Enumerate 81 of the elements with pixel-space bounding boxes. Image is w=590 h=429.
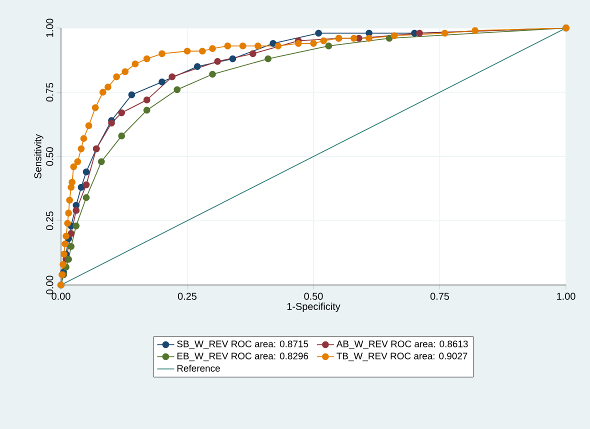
- point: [78, 145, 85, 152]
- point: [128, 91, 136, 98]
- point: [60, 261, 66, 268]
- point: [85, 122, 92, 130]
- y-tick-label: 0.25: [46, 211, 54, 230]
- point: [99, 88, 106, 96]
- point: [68, 230, 75, 238]
- point: [118, 109, 126, 116]
- point: [366, 34, 372, 42]
- point: [274, 42, 282, 50]
- point: [390, 32, 398, 40]
- point: [229, 55, 236, 62]
- point: [122, 68, 129, 76]
- x-tick-label: 0.50: [304, 292, 323, 300]
- point: [68, 243, 75, 250]
- legend-label: AB_W_REV ROC area: 0.8613: [336, 340, 468, 350]
- point: [82, 181, 90, 188]
- legend-label: Reference: [177, 364, 220, 372]
- point: [320, 37, 328, 44]
- point: [98, 158, 105, 166]
- point: [158, 78, 166, 86]
- point: [80, 135, 88, 142]
- point: [239, 42, 246, 50]
- point: [174, 86, 181, 94]
- point: [209, 70, 216, 78]
- point: [72, 222, 80, 230]
- point: [70, 163, 78, 170]
- point: [72, 207, 80, 214]
- point: [143, 55, 150, 62]
- x-tick-label: 1.00: [557, 292, 576, 300]
- point: [198, 48, 206, 55]
- point: [294, 40, 302, 47]
- point: [416, 30, 423, 37]
- y-tick-label: 1.00: [46, 18, 54, 37]
- point: [62, 240, 68, 248]
- point: [254, 42, 262, 50]
- point: [113, 73, 120, 80]
- legend-label: EB_W_REV ROC area: 0.8296: [177, 352, 308, 362]
- x-tick-label: 0.25: [178, 292, 197, 300]
- point: [143, 106, 150, 114]
- point: [386, 34, 393, 42]
- point: [224, 42, 232, 50]
- point: [82, 168, 90, 176]
- point: [310, 40, 317, 47]
- point: [441, 30, 448, 37]
- point: [65, 256, 72, 263]
- point: [143, 96, 150, 104]
- point: [472, 27, 479, 34]
- y-tick-label: 0.75: [46, 82, 54, 102]
- point: [264, 55, 272, 62]
- point: [82, 194, 90, 202]
- legend-label: TB_W_REV ROC area: 0.9027: [336, 352, 468, 362]
- point: [270, 40, 277, 47]
- point: [62, 232, 70, 240]
- point: [65, 210, 72, 216]
- point: [325, 42, 332, 50]
- point: [194, 63, 201, 70]
- x-tick-label: 0.75: [430, 292, 450, 300]
- point: [350, 34, 358, 42]
- legend-label: SB_W_REV ROC area: 0.8715: [177, 340, 308, 350]
- point: [118, 132, 126, 140]
- point: [68, 178, 76, 186]
- point: [104, 84, 112, 91]
- x-tick-label: 0.00: [52, 292, 70, 300]
- y-axis-title: Sensitivity: [34, 134, 44, 178]
- point: [66, 196, 74, 204]
- point: [74, 158, 82, 166]
- point: [214, 58, 221, 65]
- point: [184, 48, 191, 55]
- y-tick-label: 0.50: [46, 147, 54, 166]
- point: [168, 73, 176, 80]
- x-axis-title: 1-Specificity: [287, 302, 340, 312]
- point: [78, 184, 85, 191]
- point: [108, 120, 115, 127]
- point: [315, 30, 322, 37]
- point: [209, 45, 216, 52]
- point: [92, 104, 99, 112]
- point: [158, 50, 166, 58]
- point: [249, 50, 256, 58]
- point: [64, 220, 72, 227]
- point: [132, 60, 139, 68]
